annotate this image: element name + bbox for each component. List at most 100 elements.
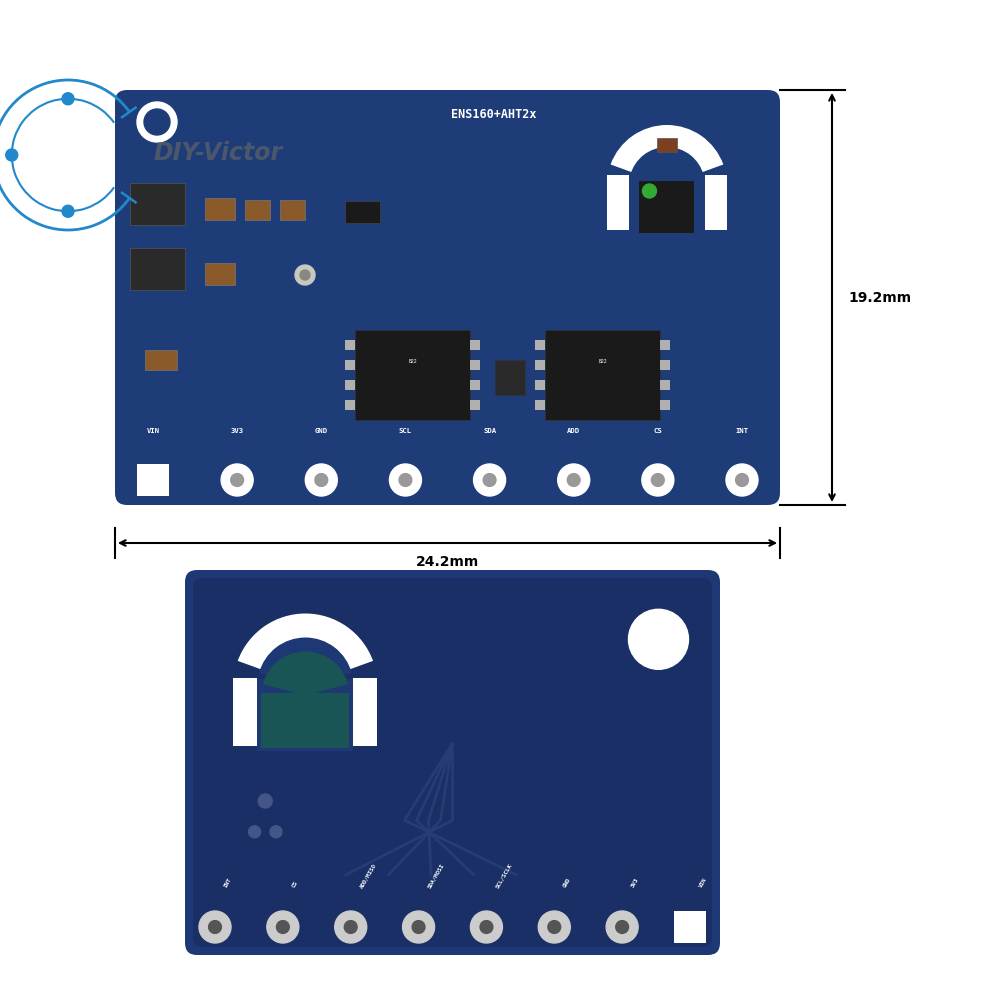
Text: B22: B22 [408, 359, 417, 364]
Circle shape [249, 826, 261, 838]
Circle shape [221, 464, 253, 496]
Text: INT: INT [735, 428, 749, 434]
Bar [205, 198, 235, 220]
Bar [470, 360, 480, 370]
Circle shape [276, 921, 289, 933]
Circle shape [736, 474, 748, 486]
Text: DIY-Victor: DIY-Victor [153, 141, 282, 165]
Bar [345, 380, 355, 390]
Bar [345, 340, 355, 350]
Text: 3V3: 3V3 [231, 428, 244, 434]
Bar [245, 200, 270, 220]
Bar [660, 400, 670, 410]
Circle shape [267, 911, 299, 943]
Bar [145, 350, 177, 370]
Bar [535, 380, 545, 390]
Bar [233, 678, 257, 746]
Wedge shape [630, 147, 704, 185]
Text: 3V3: 3V3 [630, 877, 640, 889]
Bar [660, 340, 670, 350]
Circle shape [651, 474, 664, 486]
Wedge shape [238, 614, 373, 686]
Text: 24.2mm: 24.2mm [416, 555, 479, 569]
Circle shape [344, 921, 357, 933]
Wedge shape [259, 638, 352, 686]
Text: SCL: SCL [399, 428, 412, 434]
Circle shape [606, 911, 638, 943]
Circle shape [270, 826, 282, 838]
Bar [660, 360, 670, 370]
Bar [280, 200, 305, 220]
Circle shape [389, 464, 421, 496]
Circle shape [62, 93, 74, 105]
Bar [205, 263, 235, 285]
Bar [355, 330, 470, 420]
Circle shape [470, 911, 502, 943]
Circle shape [315, 474, 328, 486]
Circle shape [335, 911, 367, 943]
Bar [470, 380, 480, 390]
Circle shape [137, 102, 177, 142]
Circle shape [412, 921, 425, 933]
Bar [137, 464, 169, 496]
Bar [629, 175, 705, 235]
Text: INT: INT [223, 877, 233, 889]
Text: SDA: SDA [483, 428, 496, 434]
Bar [470, 340, 480, 350]
Text: CS: CS [291, 880, 299, 889]
Bar [535, 400, 545, 410]
Bar [495, 360, 525, 395]
Circle shape [548, 921, 561, 933]
Circle shape [403, 911, 435, 943]
Text: CS: CS [653, 428, 662, 434]
Circle shape [258, 794, 272, 808]
Bar [130, 183, 185, 225]
Wedge shape [263, 652, 348, 696]
Bar [535, 340, 545, 350]
Bar [535, 360, 545, 370]
Bar [353, 678, 377, 746]
Bar [657, 138, 677, 152]
Bar [345, 360, 355, 370]
Bar [470, 400, 480, 410]
Circle shape [199, 911, 231, 943]
Circle shape [6, 149, 18, 161]
FancyBboxPatch shape [185, 570, 720, 955]
Circle shape [300, 270, 310, 280]
Circle shape [399, 474, 412, 486]
Bar [257, 679, 353, 750]
Circle shape [628, 609, 688, 669]
Text: SCL/SCLK: SCL/SCLK [494, 862, 513, 889]
Bar [674, 911, 706, 943]
Bar [545, 330, 660, 420]
Circle shape [480, 921, 493, 933]
Text: ADD/MISO: ADD/MISO [359, 862, 377, 889]
Text: GND: GND [562, 877, 572, 889]
Text: 19.2mm: 19.2mm [848, 290, 911, 304]
Circle shape [567, 474, 580, 486]
Circle shape [295, 265, 315, 285]
Bar [130, 248, 185, 290]
Circle shape [62, 205, 74, 217]
Bar [607, 175, 629, 230]
Circle shape [209, 921, 221, 933]
Circle shape [642, 184, 656, 198]
Circle shape [483, 474, 496, 486]
Circle shape [616, 921, 629, 933]
Bar [705, 175, 727, 230]
Circle shape [144, 109, 170, 135]
Circle shape [642, 464, 674, 496]
Text: B22: B22 [598, 359, 607, 364]
Bar [261, 693, 349, 748]
Text: VIN: VIN [698, 877, 708, 889]
Circle shape [558, 464, 590, 496]
Circle shape [305, 464, 337, 496]
FancyBboxPatch shape [115, 90, 780, 505]
Text: SDA/MOSI: SDA/MOSI [427, 862, 445, 889]
Circle shape [231, 474, 244, 486]
Text: GND: GND [315, 428, 328, 434]
Text: ADD: ADD [567, 428, 580, 434]
Text: ENS160+AHT2x: ENS160+AHT2x [451, 108, 537, 121]
Bar [345, 201, 380, 223]
Bar [639, 181, 694, 233]
